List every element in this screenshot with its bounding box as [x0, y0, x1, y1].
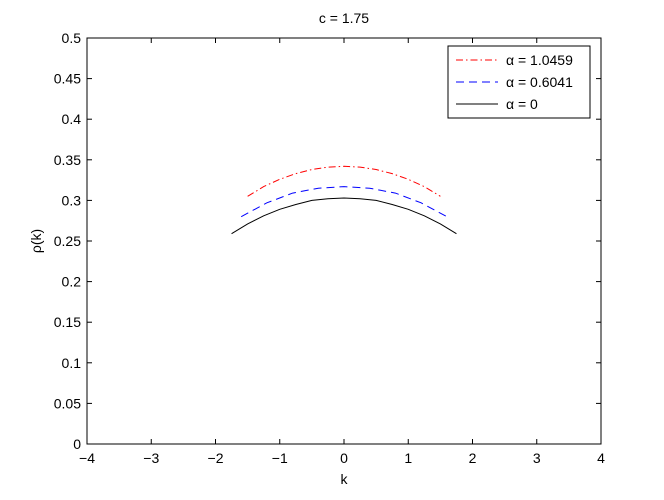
y-tick-label: 0.05	[54, 395, 81, 411]
x-tick-label: 2	[469, 450, 477, 466]
y-tick-label: 0.25	[54, 233, 81, 249]
y-tick-label: 0.1	[62, 355, 82, 371]
y-axis: 0 0.05 0.1 0.15 0.2 0.25 0.3 0.35 0.4 0.45 0.5	[54, 30, 601, 452]
y-tick-label: 0	[73, 436, 81, 452]
x-tick-label: 1	[404, 450, 412, 466]
legend-label-2: α = 0	[506, 96, 538, 112]
legend: α = 1.0459 α = 0.6041 α = 0	[447, 45, 591, 119]
y-tick-label: 0.2	[62, 274, 82, 290]
y-tick-label: 0.35	[54, 152, 81, 168]
series-line-0	[247, 165, 441, 197]
chart-title: c = 1.75	[319, 10, 369, 26]
y-tick-label: 0.5	[62, 30, 82, 46]
legend-label-1: α = 0.6041	[506, 74, 573, 90]
series-line-2	[231, 197, 457, 235]
x-tick-label: −2	[208, 450, 224, 466]
y-tick-label: 0.4	[62, 111, 82, 127]
x-tick-label: −3	[143, 450, 159, 466]
x-axis-label: k	[341, 471, 349, 487]
y-tick-label: 0.15	[54, 314, 81, 330]
series-layer	[231, 165, 457, 235]
y-tick-label: 0.45	[54, 71, 81, 87]
x-tick-label: 4	[597, 450, 605, 466]
series-line-1	[240, 186, 448, 218]
legend-label-0: α = 1.0459	[506, 52, 573, 68]
x-tick-label: 3	[533, 450, 541, 466]
x-tick-label: 0	[340, 450, 348, 466]
x-tick-label: −4	[79, 450, 95, 466]
x-tick-label: −1	[272, 450, 288, 466]
y-axis-label: ρ(k)	[28, 229, 44, 253]
y-tick-label: 0.3	[62, 192, 82, 208]
x-axis: −4 −3 −2 −1 0 1 2 3 4	[79, 38, 605, 466]
